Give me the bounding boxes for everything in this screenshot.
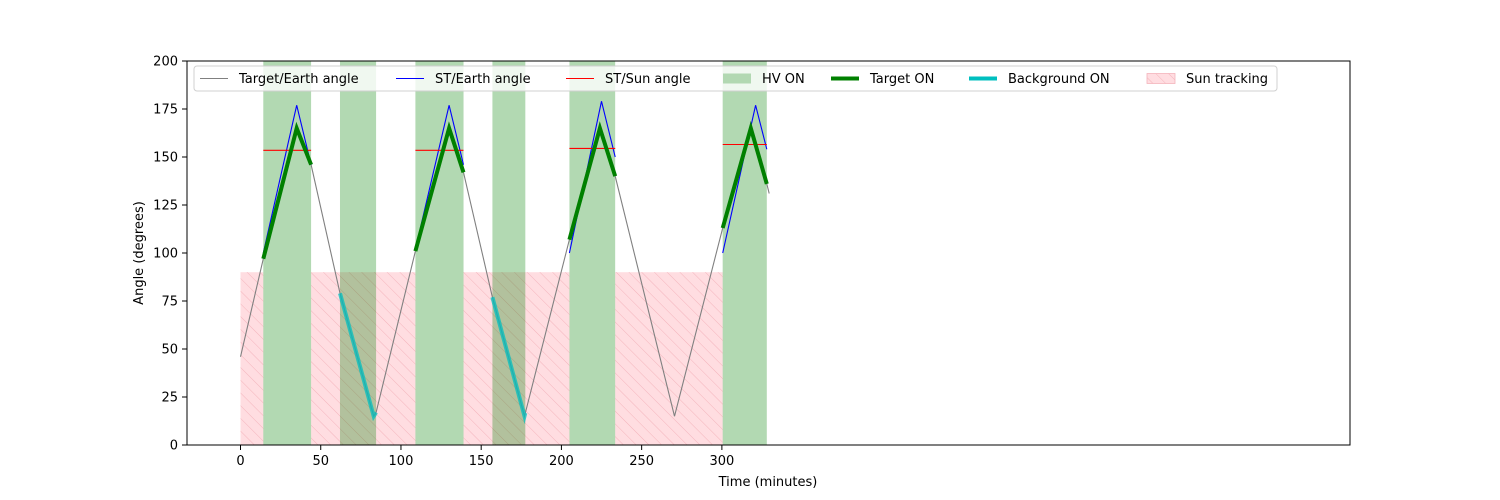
target-earth-angle-line [239, 126, 770, 419]
lines-layer [239, 101, 770, 425]
y-tick-label: 200 [153, 55, 178, 70]
y-tick-label: 0 [170, 439, 178, 454]
x-axis-label: Time (minutes) [718, 475, 818, 490]
legend-label: ST/Sun angle [605, 72, 691, 87]
target-on-line [261, 121, 313, 260]
st-earth-angle-line [414, 105, 465, 250]
target-on-line [720, 120, 769, 229]
y-tick-label: 150 [153, 151, 178, 166]
x-tick-label: 100 [389, 454, 414, 469]
target-on-line [567, 121, 618, 241]
x-tick-label: 200 [549, 454, 574, 469]
y-tick-label: 50 [161, 343, 178, 358]
background-on-line [338, 292, 378, 422]
spans-layer [240, 61, 767, 445]
hv-on-span [339, 61, 377, 445]
x-tick-label: 50 [312, 454, 329, 469]
legend-label: HV ON [762, 72, 805, 87]
legend-label: Target/Earth angle [238, 72, 359, 87]
sun-tracking-hatch [463, 272, 570, 445]
st-earth-angle-line [722, 105, 768, 254]
legend-label: ST/Earth angle [435, 72, 531, 87]
hv-on-span [569, 61, 616, 445]
sun-tracking-hatch [240, 272, 264, 445]
sun-tracking-hatch [615, 272, 723, 445]
legend-swatch [723, 73, 751, 84]
y-tick-label: 125 [153, 199, 178, 214]
legend-label: Target ON [869, 72, 934, 87]
hv-on-span [263, 61, 312, 445]
hv-on-span [415, 61, 464, 445]
legend-label: Sun tracking [1186, 72, 1268, 87]
y-tick-label: 175 [153, 103, 178, 118]
hv-on-span [722, 61, 767, 445]
background-on-line [490, 296, 528, 425]
x-tick-label: 150 [469, 454, 494, 469]
st-earth-angle-line [262, 105, 312, 254]
y-tick-label: 25 [161, 391, 178, 406]
x-tick-label: 300 [709, 454, 734, 469]
legend: Target/Earth angle ST/Earth angle ST/Sun a… [193, 65, 1278, 92]
x-tick-label: 250 [629, 454, 654, 469]
y-tick-label: 100 [153, 247, 178, 262]
hv-on-span [492, 61, 526, 445]
legend-label: Background ON [1008, 72, 1110, 87]
y-tick-label: 75 [161, 295, 178, 310]
sun-tracking-hatch [311, 272, 416, 445]
target-on-line [413, 121, 466, 252]
y-axis-label: Angle (degrees) [132, 201, 147, 305]
axes-layer: 0 50 100 150 200 250 300 0 25 50 75 100 125 150 175 200 [153, 55, 734, 470]
x-tick-label: 0 [236, 454, 244, 469]
legend-swatch-hatch [1147, 73, 1175, 84]
